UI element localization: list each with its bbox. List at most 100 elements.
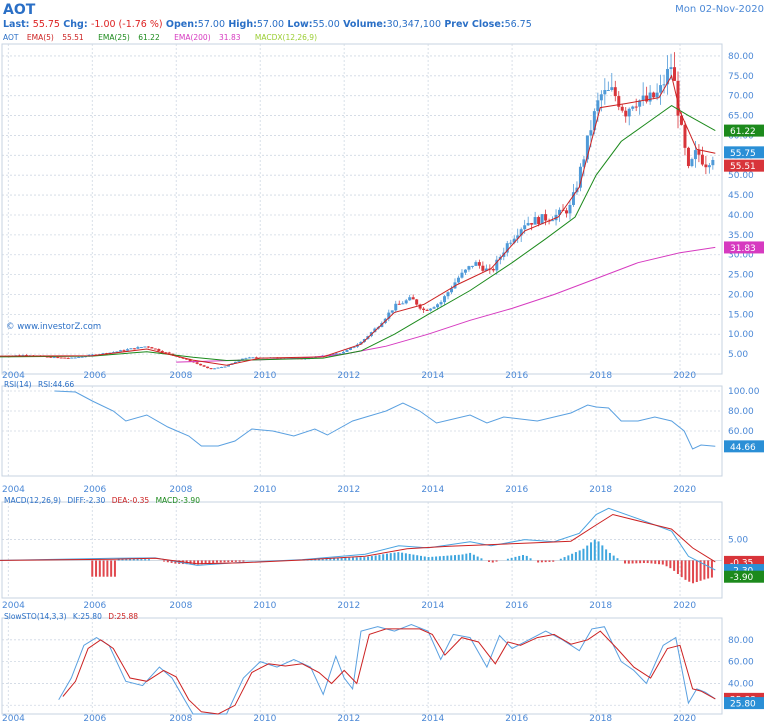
macd-histogram-bar [163,560,166,562]
high-value: 57.00 [256,19,285,30]
rsi-x-tick-label: 2018 [589,485,612,495]
ema25-value-tag: 61.22 [730,127,756,137]
price-y-tick-label: 10.00 [728,330,754,340]
macd-histogram-bar [136,559,139,561]
candle-body [620,106,624,111]
legend-ema200-label: EMA(200) [174,33,211,42]
price-y-tick-label: 80.00 [728,52,754,62]
candle-body [202,365,206,367]
macd-histogram-bar [333,558,336,561]
macd-histogram-bar [612,555,615,561]
candle-body [66,357,70,359]
candle-body [690,159,694,167]
rsi-y-tick-label: 80.00 [728,407,754,417]
rsi-x-tick-label: 2010 [253,485,276,495]
sto-k-line [58,623,716,715]
macd-histogram-bar [680,560,683,578]
candle-body [662,84,666,86]
prev-close-value: 56.75 [504,19,532,30]
price-x-tick-label: 2008 [169,371,192,381]
candle-body [450,288,454,293]
price-x-tick-label: 2006 [83,371,106,381]
sto-x-tick-label: 2006 [83,714,106,723]
macd-dea-line [0,513,716,565]
sto-d-line [62,628,716,715]
macd-legend: MACD(12,26,9) DIFF:-2.30 DEA:-0.35 MACD:… [4,496,204,505]
sto-x-tick-label: 2014 [421,714,444,723]
candle-body [477,262,481,266]
legend-ema25-value: 61.22 [138,33,160,42]
candle-body [655,92,659,98]
macd-histogram-bar [401,552,404,561]
candle-body [436,304,440,308]
candle-body [49,356,53,358]
ema200-value-tag-bg [724,241,764,254]
macd-histogram-bar [110,560,113,577]
ema25-value-tag-bg [724,124,764,137]
macd-frame [1,501,723,599]
macd-histogram-bar [147,559,150,561]
macd-histogram-bar [688,560,691,582]
candle-body [484,268,488,271]
macd-histogram-bar [438,556,441,561]
ema5-value-tag: 55.51 [730,162,756,172]
candle-body [571,192,575,205]
chg-label: Chg: [63,19,88,30]
candle-body [233,361,237,364]
candle-body [122,350,126,352]
candle-body [146,346,150,348]
macd-histogram-bar [397,552,400,561]
macd-x-tick-label: 2010 [253,601,276,611]
price-x-tick-label: 2010 [253,371,276,381]
candle-body [603,90,607,95]
macd-histogram-bar [427,557,430,561]
candle-body [408,297,412,301]
candle-body [136,347,140,349]
candle-body [70,357,74,359]
legend-ema5-label: EMA(5) [26,33,54,42]
sto-x-tick-label: 2018 [589,714,612,723]
candle-body [84,356,88,358]
macd-histogram-bar [658,560,661,565]
rsi-x-tick-label: 2008 [169,485,192,495]
macd-histogram-bar [340,557,343,561]
rsi-legend-label: RSI(14) [4,380,32,389]
macd-histogram-bar [616,558,619,561]
candle-body [331,353,335,356]
candle-body [638,100,642,107]
candle-body [463,269,467,273]
macd-x-tick-label: 2020 [673,601,696,611]
sto-legend: SlowSTO(14,3,3) K:25.80 D:25.88 [4,612,142,621]
candle-body [704,164,708,168]
price-x-tick-label: 2014 [421,371,444,381]
candle-body [401,303,405,305]
legend-ema5-value: 55.51 [62,33,84,42]
candle-body [453,282,457,289]
candle-body [387,312,391,319]
macd-histogram-bar [435,556,438,561]
macd-histogram-bar [461,554,464,561]
macd-histogram-bar [197,560,200,565]
candle-body [641,95,645,101]
candle-body [220,367,224,369]
candle-body [397,303,401,305]
macd-histogram-bar [593,539,596,561]
sto-y-tick-label: 40.00 [728,679,754,689]
macd-histogram-bar [355,557,358,561]
macd-value-tag: -3.90 [730,573,754,583]
macd-histogram-bar [431,556,434,561]
legend-ema5: EMA(5) 55.51 [27,33,90,42]
candle-body [56,357,60,359]
candle-body [132,348,136,350]
candle-body [425,309,429,311]
rsi-line [54,390,716,450]
candle-body [150,347,154,349]
price-y-tick-label: 15.00 [728,310,754,320]
macd-histogram-bar [710,560,713,578]
dea-value-tag: -0.35 [730,558,753,568]
candle-body [125,349,129,351]
candle-body [118,350,122,352]
candle-body [470,265,474,267]
macd-histogram-bar [231,560,234,563]
